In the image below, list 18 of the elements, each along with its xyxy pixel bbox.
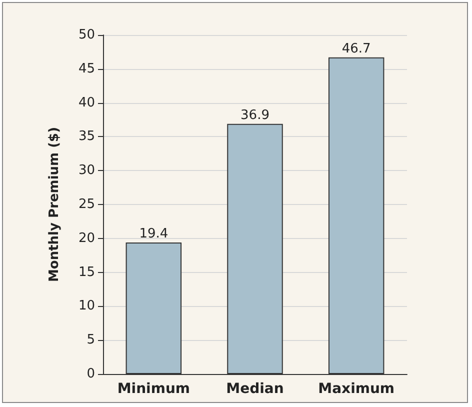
x-tick-label: Maximum	[318, 381, 395, 397]
y-axis-title: Monthly Premium ($)	[47, 126, 62, 282]
data-label: 36.9	[240, 108, 270, 123]
y-tick-label: 15	[78, 264, 95, 280]
y-tick-label: 35	[78, 129, 95, 144]
y-tick-label: 25	[78, 197, 95, 212]
y-tick-label: 30	[78, 163, 95, 178]
data-label: 19.4	[139, 226, 168, 242]
data-label: 46.7	[342, 41, 371, 56]
y-tick-label: 50	[78, 28, 95, 42]
y-tick-label: 40	[78, 95, 95, 110]
x-tick-label: Median	[226, 381, 284, 397]
y-tick-label: 10	[78, 298, 95, 314]
x-tick-label: Minimum	[117, 381, 190, 397]
y-tick-label: 5	[86, 332, 95, 348]
y-tick-label: 45	[78, 61, 95, 76]
y-tick-label: 20	[78, 230, 95, 246]
y-tick-label: 0	[86, 366, 95, 382]
